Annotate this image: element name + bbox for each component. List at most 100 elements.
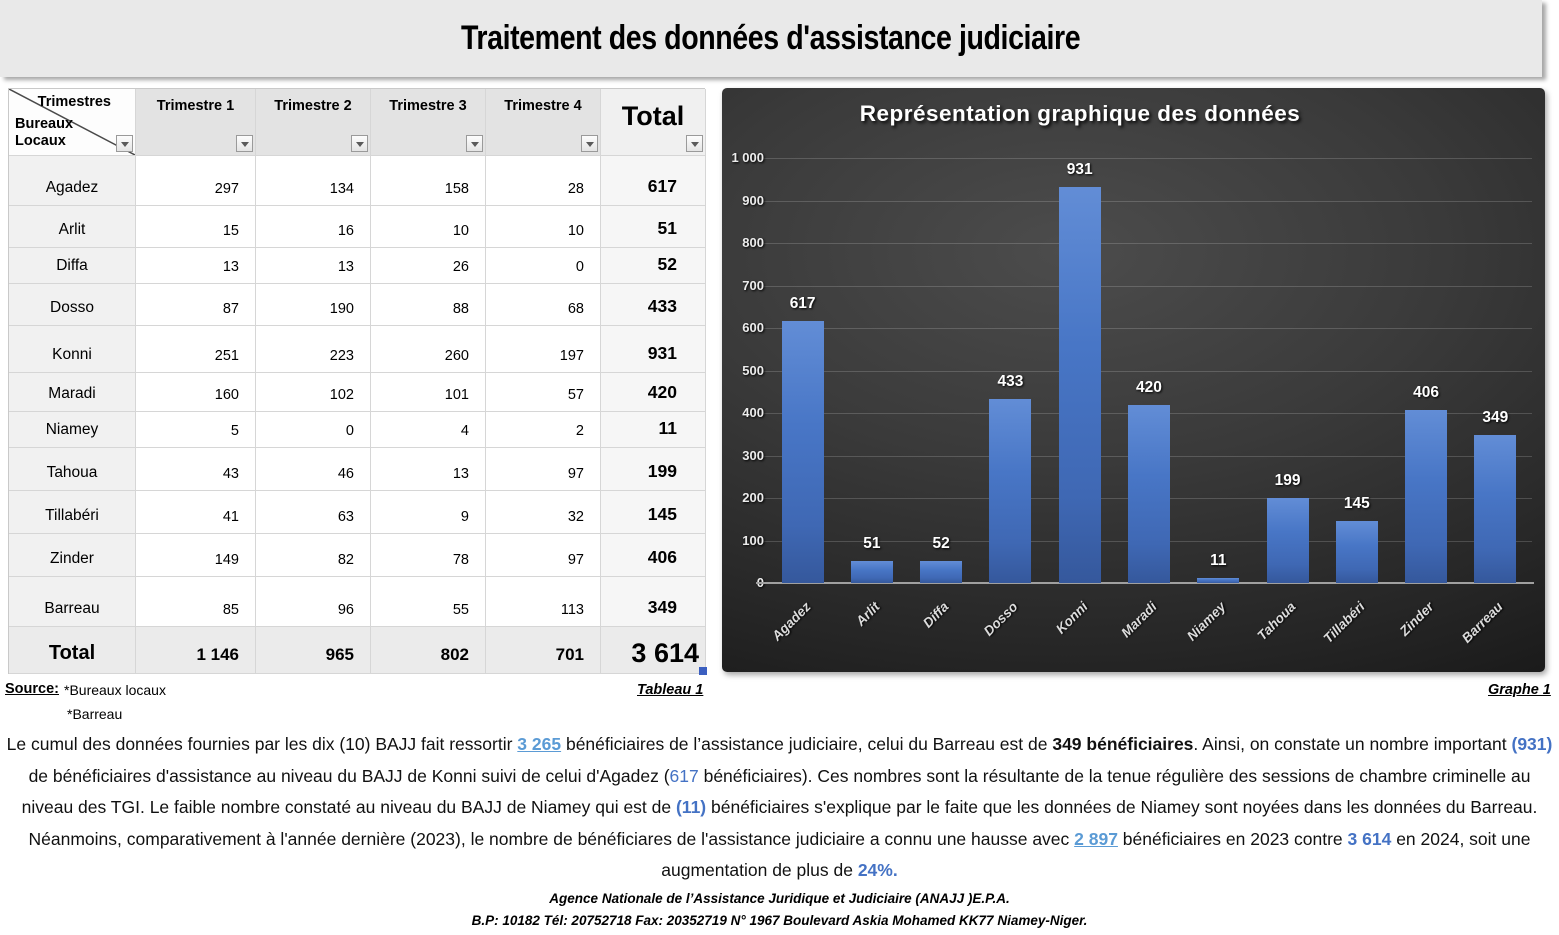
data-cell[interactable]: 97 (486, 448, 601, 491)
data-cell[interactable]: 160 (136, 373, 256, 412)
data-cell[interactable]: 87 (136, 284, 256, 326)
data-cell[interactable]: 63 (256, 491, 371, 534)
grand-total-cell[interactable]: 3 614 (601, 627, 707, 675)
row-label: Maradi (9, 373, 136, 412)
graph-caption: Graphe 1 (1488, 682, 1551, 698)
data-cell[interactable]: 113 (486, 577, 601, 627)
row-total-cell[interactable]: 52 (601, 248, 706, 284)
data-cell[interactable]: 101 (371, 373, 486, 412)
y-axis-label: 700 (742, 277, 764, 293)
data-cell[interactable]: 251 (136, 326, 256, 373)
row-total-cell[interactable]: 433 (601, 284, 706, 326)
data-cell[interactable]: 149 (136, 534, 256, 577)
total-row-cell[interactable]: 701 (486, 627, 601, 674)
data-cell[interactable]: 82 (256, 534, 371, 577)
highlighted-value: 617 (669, 765, 699, 786)
data-cell[interactable]: 43 (136, 448, 256, 491)
row-total-cell[interactable]: 199 (601, 448, 706, 491)
data-cell[interactable]: 15 (136, 206, 256, 248)
gridline (762, 328, 1532, 329)
row-total-cell[interactable]: 406 (601, 534, 706, 577)
y-axis-label: 600 (742, 320, 764, 335)
data-cell[interactable]: 0 (256, 412, 371, 448)
bar-value-label: 145 (1343, 495, 1370, 513)
y-axis-label: 900 (742, 192, 764, 208)
data-cell[interactable]: 96 (256, 577, 371, 627)
data-cell[interactable]: 26 (371, 248, 486, 284)
data-cell[interactable]: 10 (371, 206, 486, 248)
source-label: Source: (5, 681, 59, 697)
row-total-cell[interactable]: 51 (601, 206, 706, 248)
selection-handle[interactable] (699, 667, 707, 675)
data-cell[interactable]: 85 (136, 577, 256, 627)
data-cell[interactable]: 32 (486, 491, 601, 534)
total-row-cell[interactable]: 802 (371, 627, 486, 674)
data-cell[interactable]: 9 (371, 491, 486, 534)
data-cell[interactable]: 0 (486, 248, 601, 284)
data-cell[interactable]: 13 (136, 248, 256, 284)
data-cell[interactable]: 4 (371, 412, 486, 448)
data-cell[interactable]: 88 (371, 284, 486, 326)
data-cell[interactable]: 78 (371, 534, 486, 577)
y-axis-label: 300 (742, 447, 764, 463)
row-total-cell[interactable]: 617 (601, 156, 706, 206)
diagonal-divider (9, 89, 135, 155)
row-label: Dosso (9, 284, 136, 326)
data-cell[interactable]: 134 (256, 156, 371, 206)
y-axis-label: 200 (742, 490, 764, 505)
row-total-cell[interactable]: 145 (601, 491, 706, 534)
bar-value-label: 199 (1274, 472, 1301, 490)
bar-value-label: 433 (997, 372, 1024, 390)
filter-button[interactable] (466, 135, 483, 152)
data-cell[interactable]: 13 (256, 248, 371, 284)
filter-button[interactable] (686, 135, 703, 152)
data-cell[interactable]: 197 (486, 326, 601, 373)
row-total-cell[interactable]: 349 (601, 577, 706, 627)
data-cell[interactable]: 46 (256, 448, 371, 491)
chart-title: Représentation graphique des données (859, 101, 1301, 126)
data-cell[interactable]: 5 (136, 412, 256, 448)
data-cell[interactable]: 102 (256, 373, 371, 412)
highlighted-value: 24%. (857, 860, 898, 880)
data-cell[interactable]: 190 (256, 284, 371, 326)
paragraph-text: Le cumul des données fournies par les di… (6, 734, 518, 754)
data-cell[interactable]: 55 (371, 577, 486, 627)
row-label: Diffa (9, 248, 136, 284)
filter-button[interactable] (236, 135, 253, 152)
row-total-cell[interactable]: 420 (601, 373, 706, 412)
total-row-cell[interactable]: 1 146 (136, 627, 256, 674)
data-cell[interactable]: 297 (136, 156, 256, 206)
data-cell[interactable]: 2 (486, 412, 601, 448)
data-cell[interactable]: 41 (136, 491, 256, 534)
row-label: Niamey (9, 412, 136, 448)
data-cell[interactable]: 223 (256, 326, 371, 373)
footer-address-line: B.P: 10182 Tél: 20752718 Fax: 20352719 N… (471, 913, 1088, 928)
x-axis-label: Agadez (768, 599, 814, 644)
data-table: Trimestres Bureaux Locaux Trimestre 1 Trimes… (8, 88, 707, 675)
data-cell[interactable]: 28 (486, 156, 601, 206)
row-total-cell[interactable]: 11 (601, 412, 706, 448)
column-header: Trimestre 2 (256, 89, 371, 156)
row-total-cell[interactable]: 931 (601, 326, 706, 373)
highlighted-value: 349 bénéficiaires (1052, 734, 1194, 754)
filter-button[interactable] (351, 135, 368, 152)
corner-label-bureaux-locaux: Bureaux Locaux (15, 116, 74, 149)
page-title: Traitement des données d'assistance judi… (461, 19, 1081, 57)
data-cell[interactable]: 16 (256, 206, 371, 248)
data-cell[interactable]: 158 (371, 156, 486, 206)
bar-value-label: 406 (1413, 384, 1440, 402)
gridline (762, 158, 1532, 159)
filter-button[interactable] (581, 135, 598, 152)
data-cell[interactable]: 10 (486, 206, 601, 248)
data-cell[interactable]: 260 (371, 326, 486, 373)
bar-tillabéri (1335, 521, 1378, 583)
data-cell[interactable]: 13 (371, 448, 486, 491)
data-cell[interactable]: 57 (486, 373, 601, 412)
paragraph-text: de bénéficiaires d'assistance au niveau … (28, 765, 670, 786)
row-label: Barreau (9, 577, 136, 627)
filter-button[interactable] (116, 135, 133, 152)
data-cell[interactable]: 97 (486, 534, 601, 577)
data-cell[interactable]: 68 (486, 284, 601, 326)
gridline (762, 243, 1532, 244)
total-row-cell[interactable]: 965 (256, 627, 371, 674)
